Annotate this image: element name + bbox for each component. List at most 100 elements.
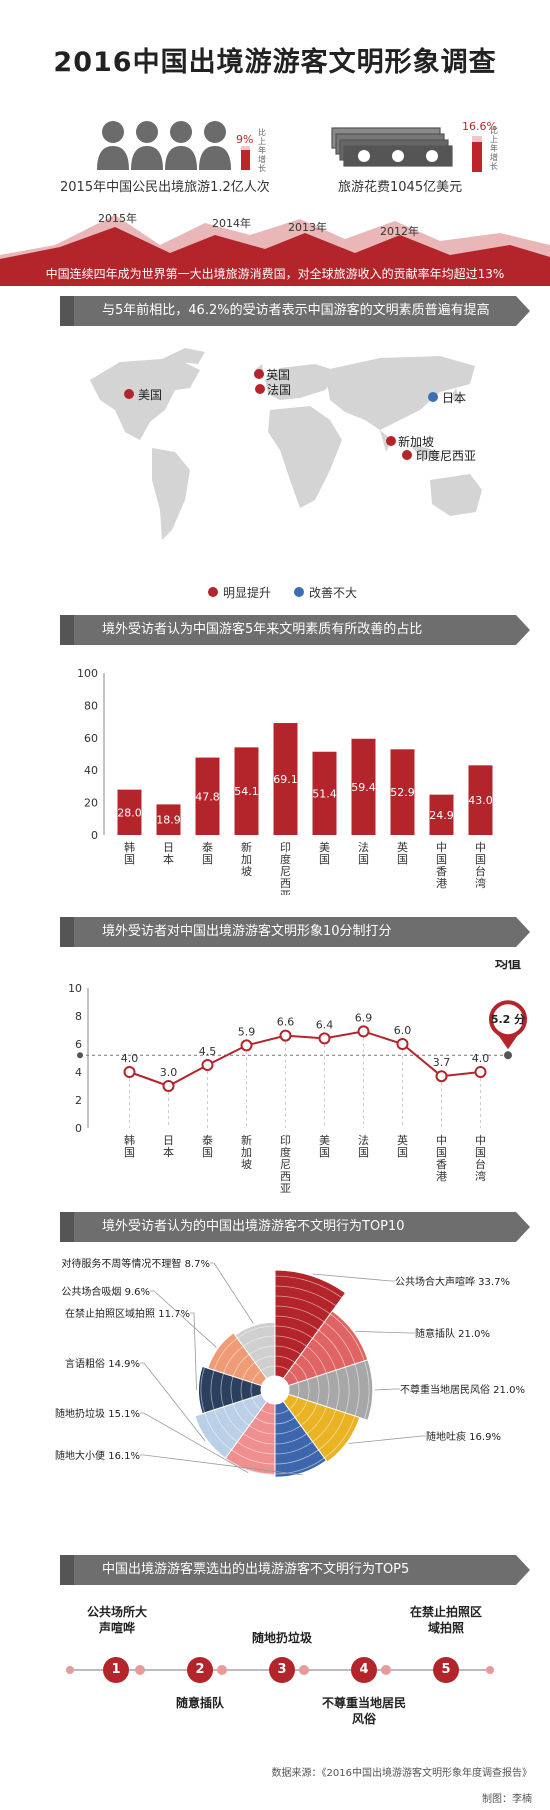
spending-growth-pct: 16.6% [462, 120, 497, 133]
bar-y-tick-label: 20 [84, 797, 98, 810]
marker-uk [254, 369, 264, 379]
rose-ring [242, 1400, 256, 1418]
line-value-label: 6.6 [277, 1016, 295, 1029]
travelers-stat: 2015年中国公民出境旅游1.2亿人次 [60, 180, 270, 195]
line-value-label: 6.9 [355, 1011, 373, 1024]
bar-y-tick-label: 0 [91, 829, 98, 842]
rose-label-6: 言语粗俗 14.9% [65, 1357, 140, 1370]
summary-band: 中国连续四年成为世界第一大出境旅游消费国，对全球旅游收入的贡献率年均超过13% [0, 262, 550, 286]
section-header-top5: 中国出境游游客票选出的出境游游客不文明行为TOP5 [74, 1555, 516, 1585]
rose-ring [223, 1345, 244, 1374]
rose-leader-1 [355, 1331, 415, 1334]
marker-sg [386, 436, 396, 446]
rose-ring [213, 1337, 238, 1371]
rose-slice-3 [282, 1393, 361, 1463]
rose-slice-8 [207, 1332, 268, 1387]
line-y-tick-label: 4 [75, 1066, 82, 1079]
label-uk: 英国 [266, 368, 291, 382]
score-line [129, 1030, 481, 1088]
rose-ring [260, 1365, 276, 1371]
rose-ring [230, 1376, 234, 1404]
section-marker [60, 917, 74, 947]
legend-unchanged-dot [294, 587, 304, 597]
bar-value-label: 52.9 [390, 786, 415, 799]
label-jp: 日本 [442, 391, 467, 405]
line-y-tick-label: 8 [75, 1010, 82, 1023]
rose-label-0: 公共场合大声喧哗 33.7% [395, 1275, 510, 1288]
bar-x-tick-label: 英国 [397, 840, 408, 866]
bar-6 [351, 738, 376, 835]
line-x-tick-label: 泰国 [202, 1133, 213, 1159]
bar-x-tick-label: 泰国 [202, 840, 213, 866]
top5-number-1: 1 [111, 1662, 121, 1677]
line-x-tick-label: 韩国 [124, 1133, 135, 1159]
rose-ring [248, 1425, 276, 1435]
bar-value-label: 51.4 [312, 787, 337, 800]
rose-ring [294, 1400, 308, 1418]
rose-ring [194, 1415, 226, 1459]
label-us: 美国 [138, 388, 163, 402]
rose-ring [354, 1363, 360, 1417]
rose-ring [318, 1329, 346, 1368]
top5-timeline [66, 1657, 494, 1683]
rose-label-3: 随地吐痰 16.9% [426, 1430, 501, 1443]
spending-growth-bar-cap [472, 136, 482, 142]
label-fr: 法国 [267, 383, 292, 397]
rose-ring [223, 1406, 244, 1435]
mountain-band [0, 215, 550, 263]
bar-3 [234, 747, 259, 835]
rose-ring [274, 1425, 302, 1435]
rose-ring [306, 1379, 310, 1401]
year-label-2013: 2013年 [288, 221, 327, 234]
rose-ring [274, 1355, 296, 1363]
rose-ring [300, 1403, 318, 1426]
top5-number-3: 3 [277, 1662, 287, 1677]
rose-slice-2 [287, 1359, 374, 1421]
rose-ring [254, 1417, 276, 1425]
rose-ring [294, 1362, 308, 1380]
rose-ring [200, 1367, 206, 1413]
rose-ring [364, 1360, 370, 1420]
top5-item-5: 在禁止拍照区域拍照 [410, 1605, 483, 1635]
rose-ring [316, 1376, 320, 1404]
bar-value-label: 24.9 [429, 809, 454, 822]
line-y-tick-label: 2 [75, 1094, 82, 1107]
rose-ring [274, 1441, 313, 1455]
line-point-6 [357, 1025, 370, 1038]
section-arrow [516, 917, 530, 947]
rose-ring [312, 1409, 337, 1443]
rose-label-5: 随地扔垃圾 15.1% [55, 1407, 140, 1420]
top5-number-5: 5 [441, 1662, 451, 1677]
line-x-tick-label: 印度尼西亚 [280, 1134, 291, 1195]
rose-ring [274, 1305, 325, 1323]
bar-value-label: 47.8 [195, 790, 220, 803]
line-value-label: 4.0 [121, 1052, 139, 1065]
rose-ring [330, 1313, 365, 1362]
line-value-label: 6.0 [394, 1024, 412, 1037]
spending-growth-note: 比上年增长 [490, 126, 498, 171]
line-point-2 [201, 1059, 214, 1071]
section-header-pie: 境外受访者认为的中国出境游游客不文明行为TOP10 [74, 1212, 516, 1242]
bar-value-label: 69.1 [273, 773, 298, 786]
marker-jp [428, 392, 438, 402]
rose-ring [324, 1321, 356, 1365]
line-x-tick-label: 日本 [163, 1134, 174, 1159]
rose-ring [204, 1412, 232, 1451]
marker-id [402, 450, 412, 460]
line-value-label: 3.0 [160, 1066, 178, 1079]
rose-ring [274, 1345, 302, 1355]
bar-x-tick-label: 中国台湾 [475, 841, 486, 890]
section-marker [60, 615, 74, 645]
rose-ring [248, 1345, 276, 1355]
section-marker [60, 1555, 74, 1585]
top5-item-1: 公共场所大声喧哗 [86, 1605, 147, 1635]
rose-ring [232, 1403, 250, 1426]
people-icon [97, 121, 231, 170]
line-y-tick-label: 6 [75, 1038, 82, 1051]
rose-leader-3 [348, 1435, 426, 1444]
rose-leader-7 [190, 1312, 197, 1391]
line-x-tick-label: 法国 [358, 1133, 369, 1159]
bar-x-tick-label: 美国 [319, 841, 330, 866]
year-label-2014: 2014年 [212, 217, 251, 230]
section-header-map: 与5年前相比，46.2%的受访者表示中国游客的文明素质普遍有提高 [74, 296, 516, 326]
